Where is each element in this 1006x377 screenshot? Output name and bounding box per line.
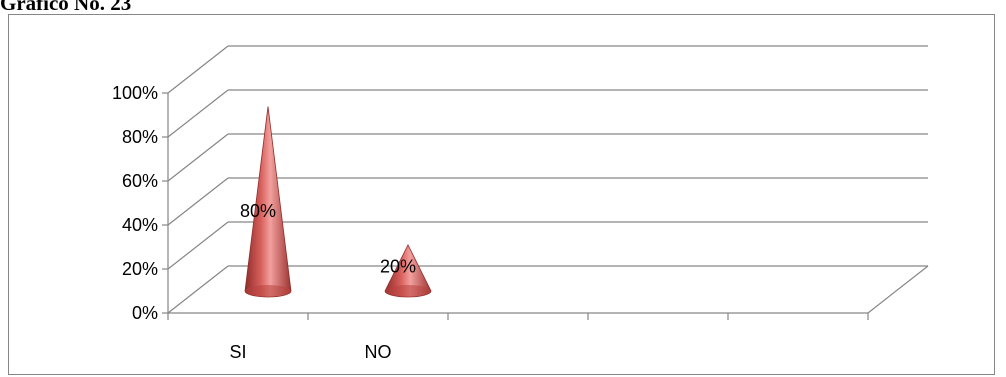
labels: 80% 20% [240,201,416,276]
cone-base [245,285,291,297]
x-tick-label: NO [365,342,392,362]
gridline-side [167,265,229,314]
cones [244,106,432,298]
gridline-side [167,45,229,94]
y-tick-label: 80% [122,127,158,147]
y-tick-label: 20% [122,259,158,279]
gridline-side [167,133,229,182]
gridline-side [167,221,229,270]
data-label: 80% [240,201,276,221]
y-tick-label: 0% [132,303,158,323]
chart-caption: Gráfico No. 23 [0,0,132,15]
cone-base [385,285,431,297]
y-tick-label: 40% [122,215,158,235]
x-tick-label: SI [229,342,246,362]
gridline-side [167,89,229,138]
y-tick-label: 60% [122,171,158,191]
gridlines [167,45,929,314]
y-tick-label: 100% [112,83,158,103]
axes: 0% 20% 40% 60% 80% 100% SI NO [112,83,869,362]
gridline-side [167,177,229,226]
floor-edge [867,265,929,314]
chart-area [8,14,995,375]
data-label: 20% [380,257,416,277]
